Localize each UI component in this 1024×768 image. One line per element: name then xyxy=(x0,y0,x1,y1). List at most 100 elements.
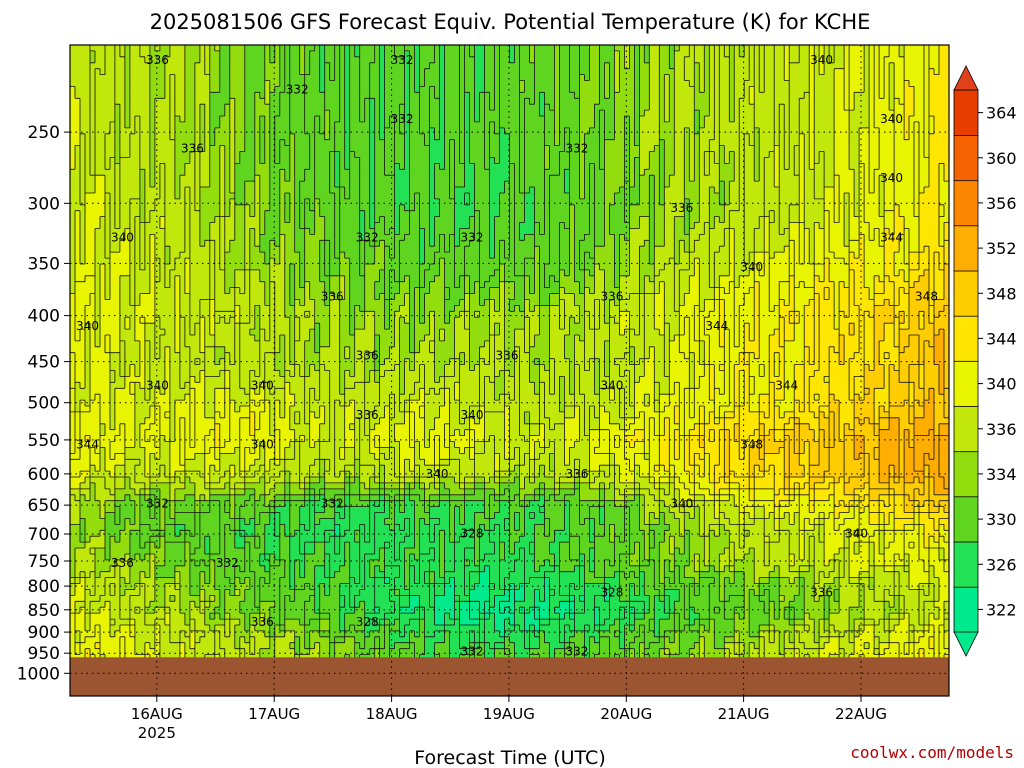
field-cell xyxy=(869,139,875,147)
field-cell xyxy=(74,110,81,117)
field-cell xyxy=(814,163,820,170)
field-cell xyxy=(874,62,880,70)
field-cell xyxy=(799,175,805,182)
field-cell xyxy=(244,157,251,164)
field-cell xyxy=(834,145,840,153)
field-cell xyxy=(459,163,466,170)
field-cell xyxy=(134,104,141,111)
field-cell xyxy=(289,163,296,170)
field-cell xyxy=(469,127,476,135)
field-cell xyxy=(684,198,690,206)
field-cell xyxy=(424,163,431,170)
field-cell xyxy=(549,163,556,170)
field-cell xyxy=(654,133,660,141)
field-cell xyxy=(519,62,526,70)
field-cell xyxy=(404,133,411,141)
field-cell xyxy=(279,56,286,64)
field-cell xyxy=(94,175,101,182)
field-cell xyxy=(614,204,620,212)
field-cell xyxy=(664,62,670,70)
field-cell xyxy=(109,187,116,194)
field-cell xyxy=(70,163,76,170)
field-cell xyxy=(439,133,446,141)
field-cell xyxy=(919,68,925,76)
field-cell xyxy=(70,50,76,58)
field-cell xyxy=(494,110,501,117)
field-cell xyxy=(884,181,890,188)
field-cell xyxy=(189,110,196,117)
field-cell xyxy=(909,187,915,194)
field-cell xyxy=(439,145,446,153)
field-cell xyxy=(544,68,551,76)
field-cell xyxy=(324,187,331,194)
field-cell xyxy=(779,98,785,105)
field-cell xyxy=(289,62,296,70)
field-cell xyxy=(884,151,890,159)
field-cell xyxy=(529,121,536,129)
field-cell xyxy=(904,157,910,164)
field-cell xyxy=(169,133,176,141)
field-cell xyxy=(264,151,271,159)
field-cell xyxy=(829,181,835,188)
field-cell xyxy=(529,169,536,176)
field-cell xyxy=(834,56,840,64)
field-cell xyxy=(389,74,396,82)
field-cell xyxy=(704,198,710,206)
field-cell xyxy=(604,45,610,52)
field-cell xyxy=(129,80,136,88)
field-cell xyxy=(269,80,276,88)
field-cell xyxy=(679,92,685,99)
field-cell xyxy=(274,45,281,52)
field-cell xyxy=(169,204,176,212)
field-cell xyxy=(764,74,770,82)
field-cell xyxy=(384,163,391,170)
field-cell xyxy=(699,204,705,212)
field-cell xyxy=(569,175,576,182)
field-cell xyxy=(559,145,566,153)
field-cell xyxy=(524,62,531,70)
field-cell xyxy=(459,110,466,117)
field-cell xyxy=(544,181,551,188)
field-cell xyxy=(459,198,466,206)
field-cell xyxy=(629,145,635,153)
field-cell xyxy=(314,104,321,111)
field-cell xyxy=(319,92,326,99)
field-cell xyxy=(914,151,920,159)
field-cell xyxy=(124,163,131,170)
field-cell xyxy=(514,62,521,70)
field-cell xyxy=(134,145,141,153)
field-cell xyxy=(224,192,231,200)
field-cell xyxy=(794,133,800,141)
field-cell xyxy=(219,175,226,182)
field-cell xyxy=(359,169,366,176)
field-cell xyxy=(284,139,291,147)
field-cell xyxy=(799,163,805,170)
field-cell xyxy=(809,187,815,194)
field-cell xyxy=(129,157,136,164)
field-cell xyxy=(619,50,625,58)
field-cell xyxy=(879,80,885,88)
field-cell xyxy=(674,86,680,93)
field-cell xyxy=(644,187,650,194)
field-cell xyxy=(474,56,481,64)
field-cell xyxy=(744,104,750,111)
field-cell xyxy=(299,98,306,105)
field-cell xyxy=(449,98,456,105)
field-cell xyxy=(674,204,680,212)
field-cell xyxy=(509,198,516,206)
field-cell xyxy=(89,157,96,164)
field-cell xyxy=(784,133,790,141)
field-cell xyxy=(924,157,930,164)
field-cell xyxy=(709,68,715,76)
field-cell xyxy=(249,116,256,123)
field-cell xyxy=(799,116,805,123)
field-cell xyxy=(339,145,346,153)
field-cell xyxy=(654,86,660,93)
field-cell xyxy=(509,62,516,70)
field-cell xyxy=(624,121,630,129)
field-cell xyxy=(359,86,366,93)
field-cell xyxy=(519,45,526,52)
field-cell xyxy=(634,110,640,117)
field-cell xyxy=(854,204,860,212)
field-cell xyxy=(224,74,231,82)
